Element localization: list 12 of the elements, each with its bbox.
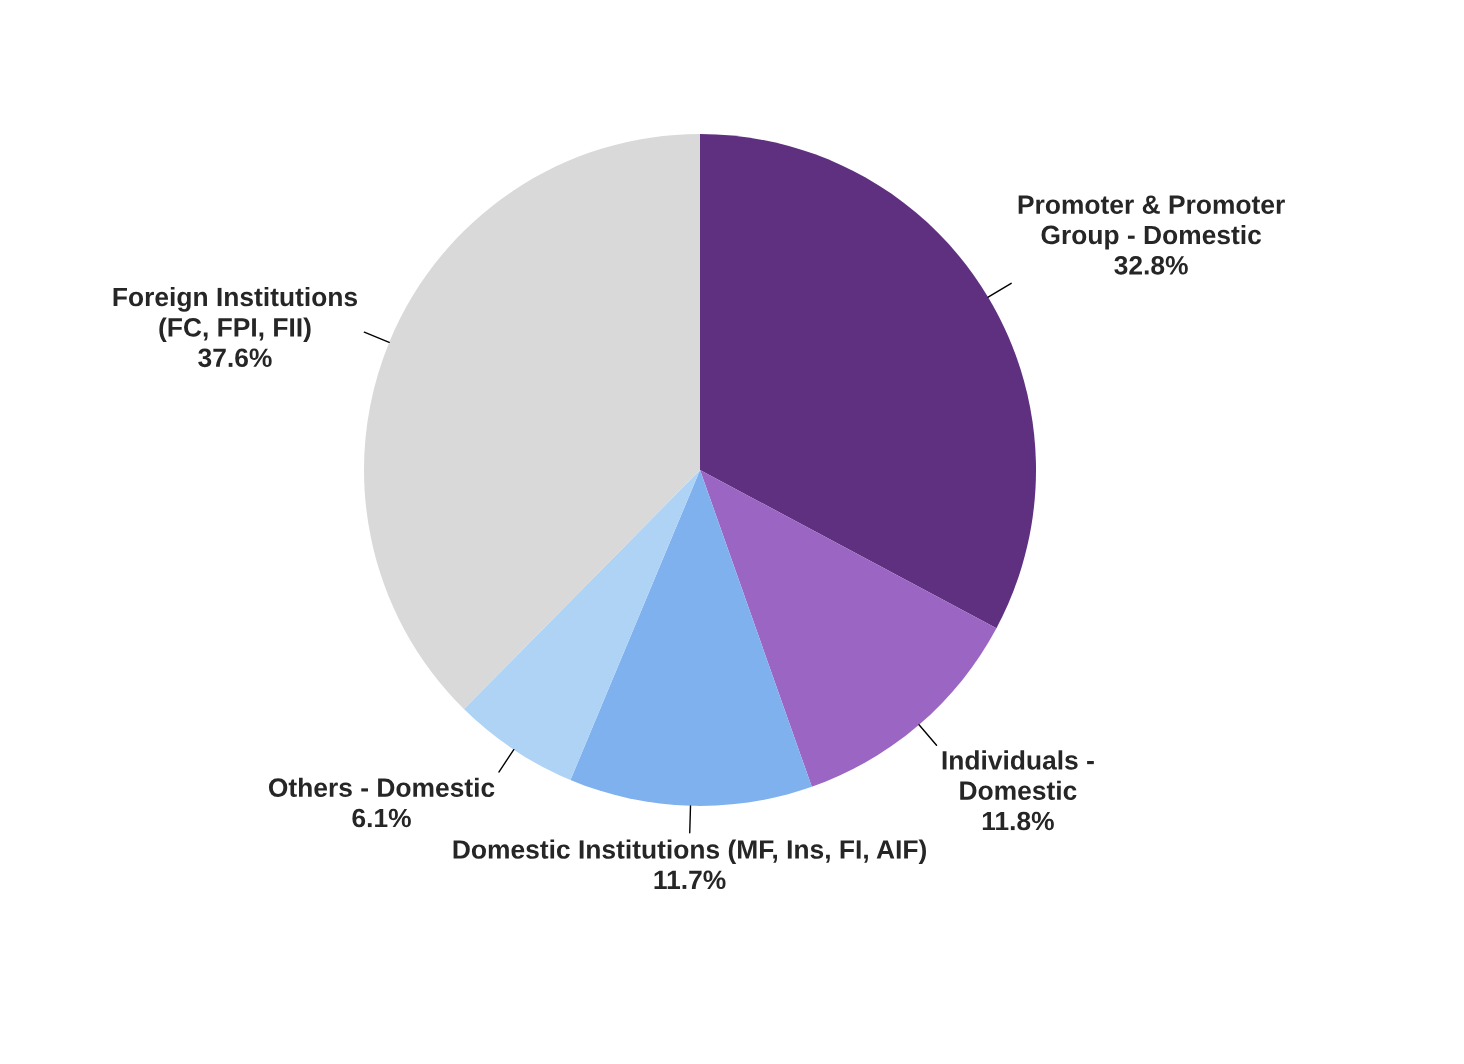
pie-slice [364, 134, 700, 710]
data-label: 37.6% [198, 348, 272, 368]
slice-label: Individuals - Domestic [942, 750, 1094, 801]
data-label: 11.7% [654, 870, 726, 890]
pie-slice [570, 470, 812, 806]
data-label: 6.1% [352, 808, 411, 828]
slice-label: Promoter & Promoter Group - Domestic [1018, 195, 1285, 250]
data-label: 32.8% [1114, 255, 1188, 275]
slice-label: Others - Domestic [268, 777, 495, 798]
data-label: 11.8% [982, 811, 1054, 831]
slice-label: Domestic Institutions (MF, Ins, FI, AIF) [453, 839, 926, 865]
slice-label: Foreign Institutions (FC, FPI, FII) [113, 286, 358, 342]
